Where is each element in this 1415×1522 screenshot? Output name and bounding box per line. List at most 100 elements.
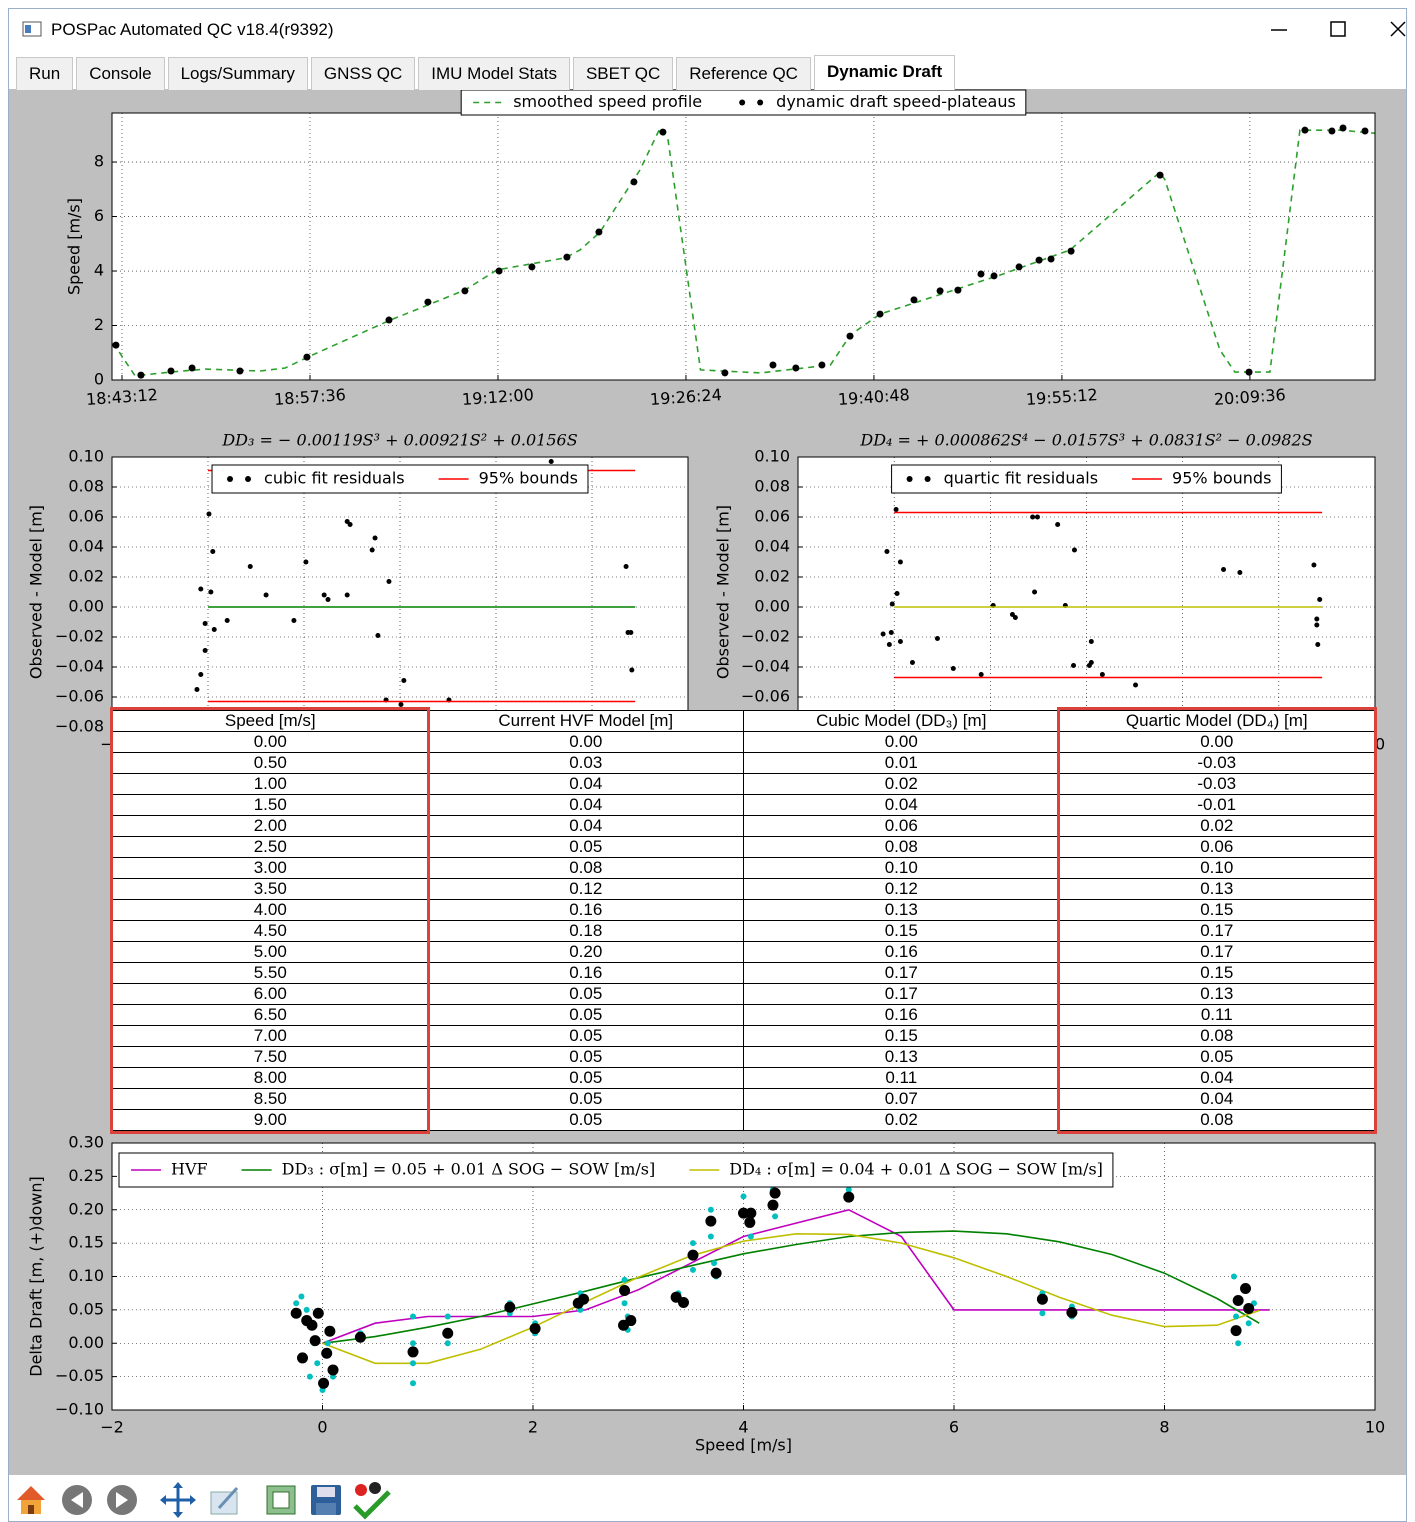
forward-button[interactable] [107,1485,137,1515]
data-point [990,272,998,280]
legend-label: cubic fit residuals [264,469,405,488]
data-point [444,1313,451,1320]
home-button[interactable] [17,1486,45,1514]
edit-button[interactable] [210,1486,239,1515]
data-point [630,178,638,186]
data-point [578,1293,590,1305]
table-cell: 0.05 [427,983,744,1005]
data-point [372,535,378,541]
window-controls[interactable] [1226,9,1406,51]
data-point [1071,547,1077,553]
column-highlight [110,707,430,1134]
data-point [303,559,309,565]
data-point [678,1297,690,1309]
back-button[interactable] [62,1485,92,1515]
data-point [324,1325,336,1337]
y-tick-label: −0.04 [741,657,790,676]
data-point [846,332,854,340]
data-point [198,672,204,677]
data-point [369,547,375,553]
legend-swatch [227,476,234,482]
x-tick-label: −2 [100,1418,124,1437]
data-point [208,589,214,595]
table-cell: 0.02 [743,1109,1060,1131]
data-point [1230,1273,1237,1280]
data-point [112,341,120,349]
table-row: 0.50 0.03 0.01 -0.03 [112,752,1375,774]
table-row: 8.00 0.05 0.11 0.04 [112,1067,1375,1089]
data-point [897,639,903,644]
tab[interactable]: IMU Model Stats [418,57,570,90]
y-tick-label: 8 [94,152,104,171]
tab[interactable]: GNSS QC [310,57,416,90]
tab[interactable]: Run [16,57,74,90]
data-point [1233,1313,1240,1320]
tab[interactable]: SBET QC [572,57,674,90]
legend: quartic fit residuals 95% bounds [891,464,1282,494]
y-tick-label: 0.25 [68,1166,104,1185]
data-point [710,1267,722,1279]
y-tick-label: 0.00 [754,597,790,616]
custom-button[interactable] [353,1482,391,1520]
close[interactable] [1390,21,1406,37]
data-point [1035,256,1043,264]
chart: −20246810−0.08−0.06−0.04−0.020.000.020.0… [27,431,699,754]
zoom-button[interactable] [266,1485,296,1515]
maximize[interactable] [1330,21,1346,37]
data-point [314,1360,321,1367]
table-cell: 0.04 [427,773,744,795]
legend-swatch [757,99,764,106]
x-tick-label: 18:57:36 [273,385,346,409]
data-point [767,1199,779,1211]
x-tick-label: 19:40:48 [837,385,910,409]
data-point [689,1240,696,1247]
table-cell: 0.17 [743,983,1060,1005]
data-point [263,592,269,598]
tab[interactable]: Dynamic Draft [813,55,956,90]
table-cell: 0.15 [743,1025,1060,1047]
table-cell: 7.00 [112,1025,429,1047]
table-header-cell: Quartic Model (DD₄) [m] [1058,710,1375,732]
chart-title: DD₃ = − 0.00119S³ + 0.00921S² + 0.0156S [221,431,577,450]
table-cell: 0.12 [743,878,1060,900]
chart: −20246810−0.08−0.06−0.04−0.020.000.020.0… [714,431,1386,754]
table-cell: 0.05 [427,836,744,858]
tab[interactable]: Reference QC [676,57,811,90]
data-point [407,1346,419,1358]
data-point [385,316,393,324]
y-tick-label: −0.06 [55,687,104,706]
legend: HVF DD₃ : σ[m] = 0.05 + 0.01 Δ SOG − SOW … [118,1152,1114,1188]
data-point [548,459,554,464]
table-cell: 0.01 [743,752,1060,774]
data-point [876,310,884,318]
save-button[interactable] [311,1485,341,1515]
table-cell: 0.04 [427,794,744,816]
data-point [818,361,826,369]
data-point [1133,682,1139,688]
table-cell: 0.05 [427,1004,744,1026]
data-point [1034,514,1040,520]
data-point [386,579,392,584]
data-point [1317,597,1323,602]
y-tick-label: −0.04 [55,657,104,676]
data-point [1230,1325,1242,1337]
data-point [1243,1303,1255,1315]
y-tick-label: 0.10 [68,1266,104,1285]
table-cell: 0.16 [743,1004,1060,1026]
tab[interactable]: Console [76,57,165,90]
data-point [888,630,894,635]
window-title: POSPac Automated QC v18.4(r9392) [51,20,334,39]
table-row: 5.00 0.20 0.16 0.17 [112,941,1375,963]
table-cell: 0.05 [427,1088,744,1110]
series-line [322,1230,1260,1345]
pan-button[interactable] [160,1482,196,1518]
table-row: 9.00 0.05 0.02 0.08 [112,1109,1375,1131]
data-point [936,287,944,295]
data-point [1088,660,1094,665]
table-cell: 0.05 [427,1109,744,1131]
data-point [167,367,175,375]
tab[interactable]: Logs/Summary [167,57,308,90]
table-header-row: Speed [m/s] Current HVF Model [m] Cubic Mo… [112,710,1375,732]
y-tick-label: 0.02 [68,567,104,586]
data-point [1032,589,1038,595]
